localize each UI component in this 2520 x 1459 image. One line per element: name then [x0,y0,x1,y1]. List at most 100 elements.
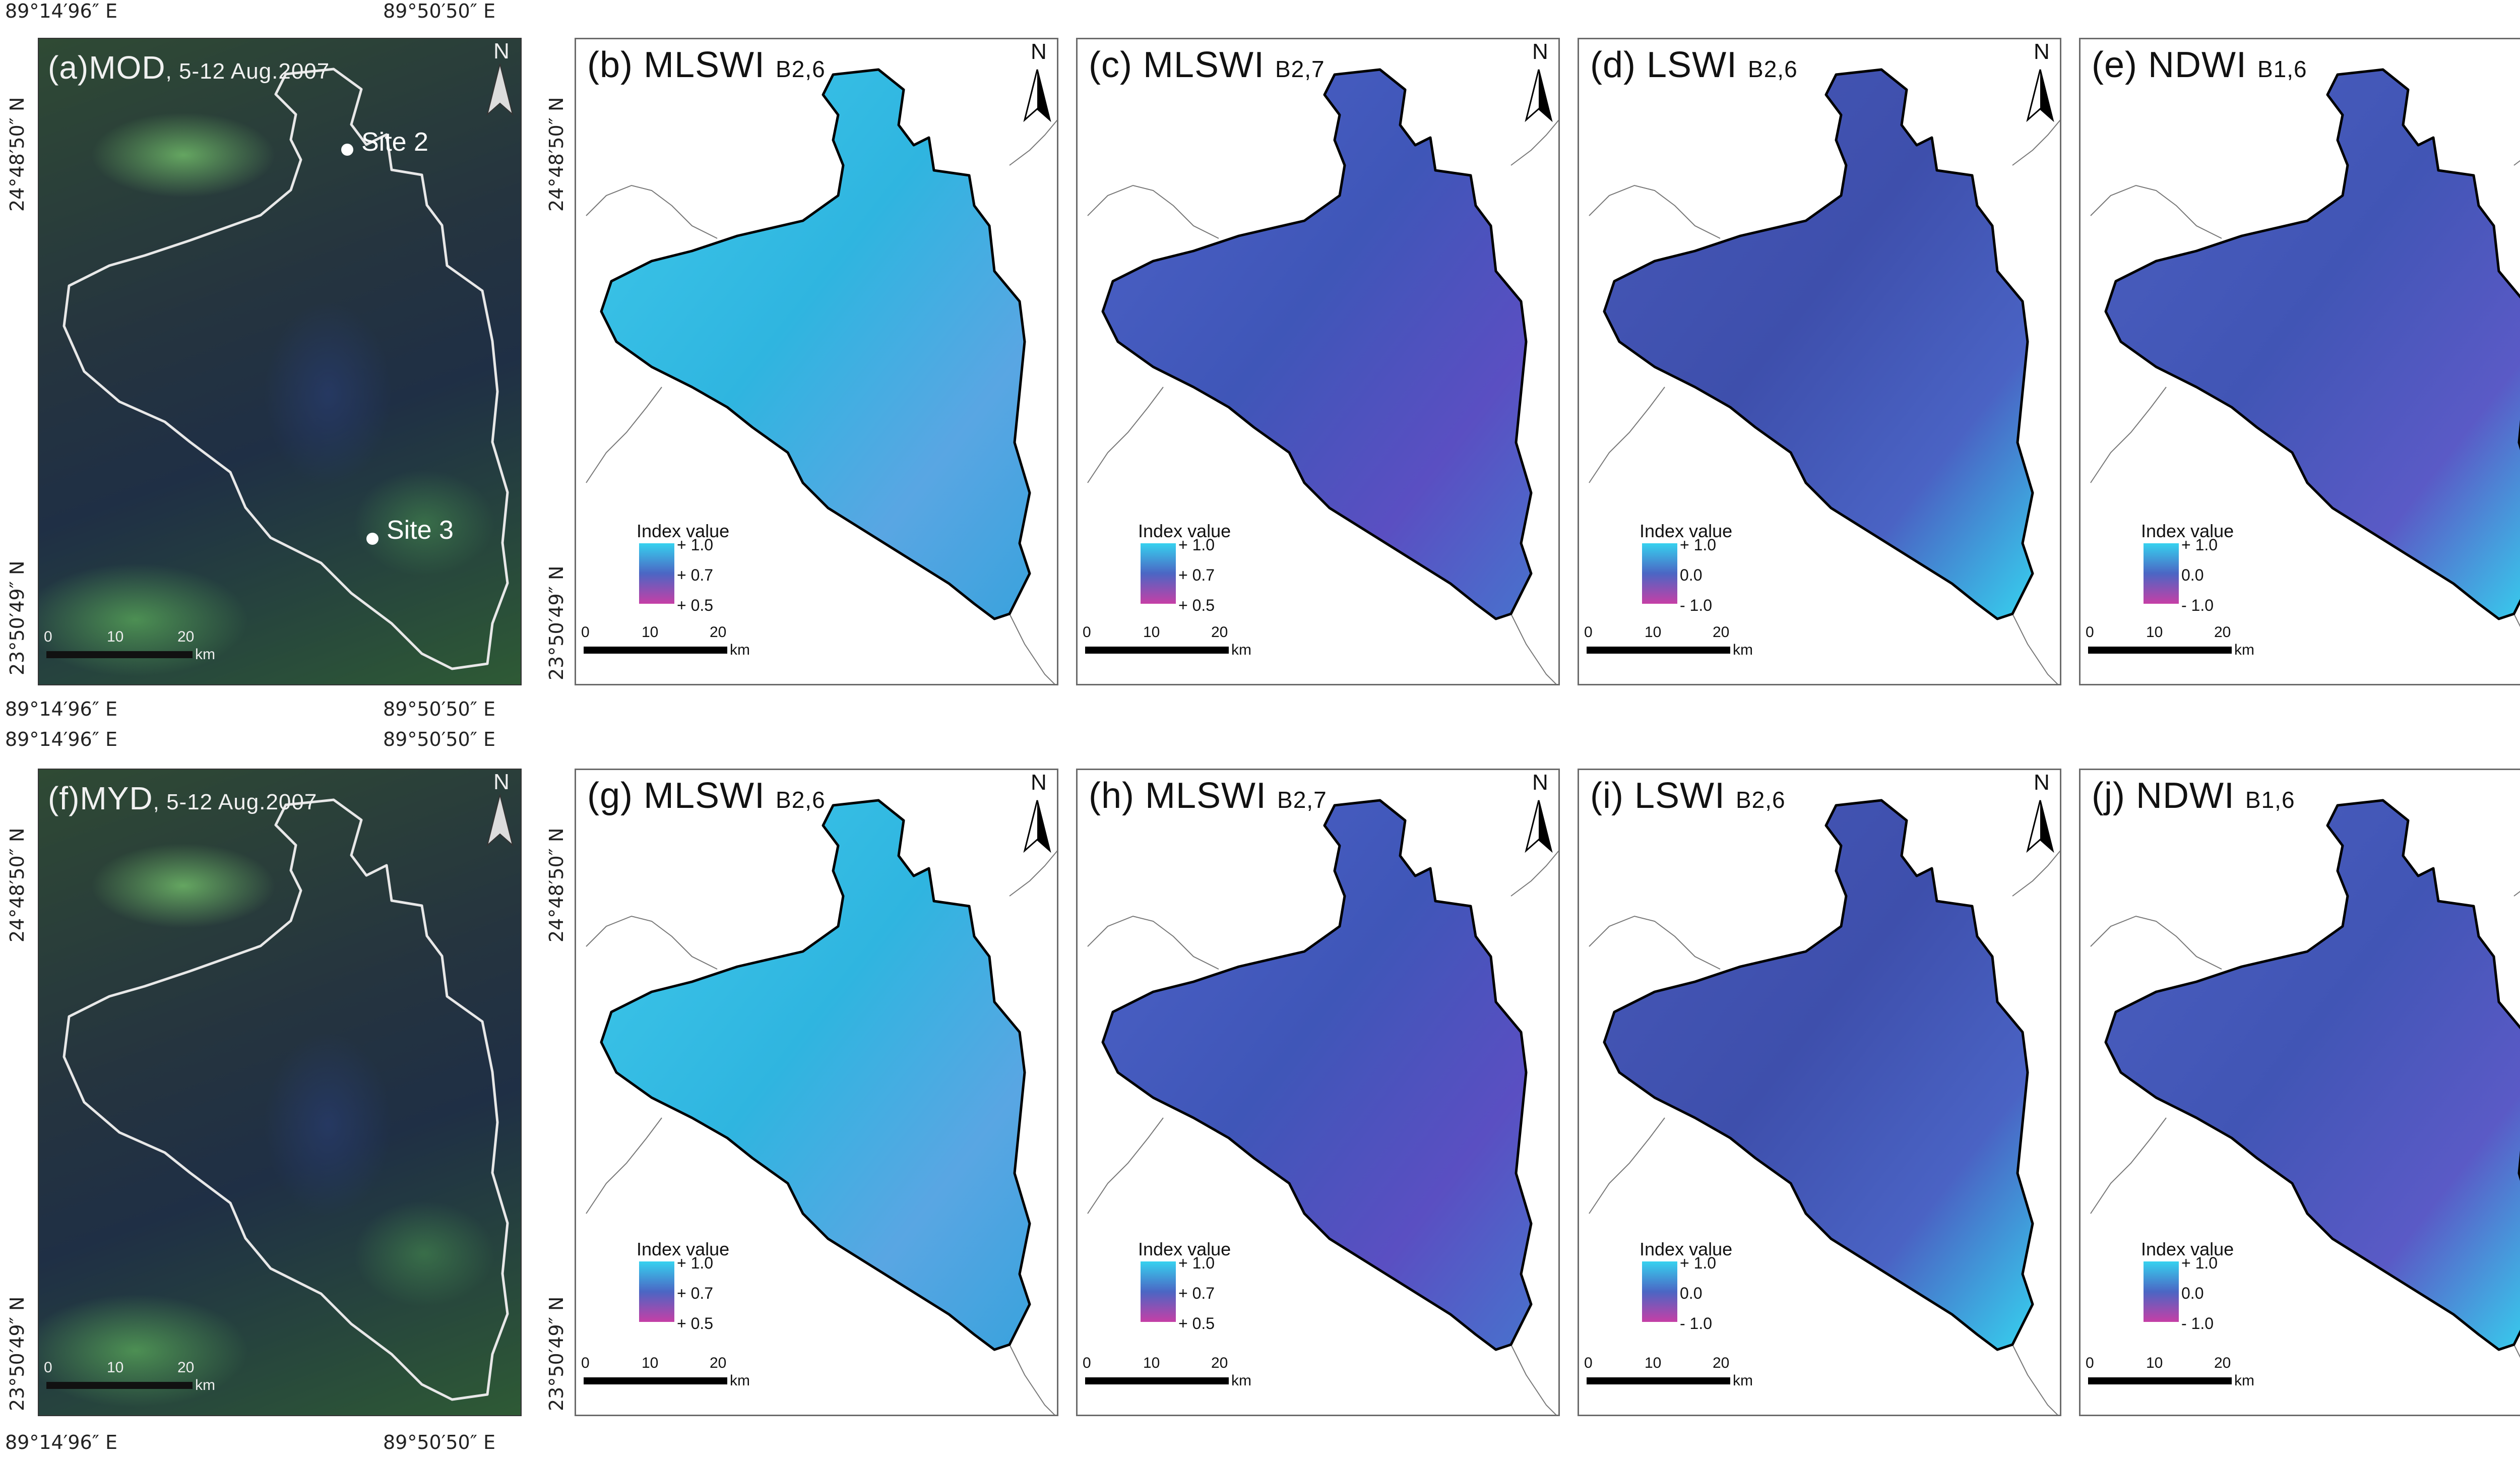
legend-tick-low: + 0.5 [677,1314,714,1333]
scale-label-0: 0 [1083,624,1091,641]
basin-outline-a [62,68,509,670]
boundary-line [1510,613,1557,684]
legend-colorbar [2144,543,2179,604]
boundary-line [2513,613,2520,627]
scale-label-10-a: 10 [107,628,124,645]
scale-unit-f: km [195,1377,215,1393]
scale-bar [584,1377,727,1384]
boundary-line [2090,915,2222,970]
index-map-svg [586,799,1057,1415]
scale-bar [2088,647,2232,654]
index-panel-title: (b) MLSWI B2,6 [587,44,826,86]
boundary-line [2513,160,2520,166]
index-map-panel: (g) MLSWI B2,6 N Index value + 1.0 + 0.7… [575,769,1058,1416]
legend-tick-low: + 0.5 [1178,1314,1215,1333]
scale-label-20: 20 [710,1355,727,1371]
index-panel-label: (j) NDWI [2092,776,2235,816]
panel-a-period: , 5-12 Aug.2007 [165,59,330,84]
lon-left-label-bottom: 89°14′96″ E [5,1431,117,1453]
scale-label-20: 20 [1211,1355,1228,1371]
boundary-line [1009,119,1057,166]
north-arrow-half-icon [1037,70,1050,120]
north-label: N [1031,39,1047,64]
scale-unit: km [1231,1372,1251,1389]
north-label-f: N [493,770,510,794]
legend-colorbar [1642,543,1677,604]
boundary-line [1009,613,1055,684]
index-panel-label: (d) LSWI [1590,45,1738,85]
index-panel-title: (i) LSWI B2,6 [1590,775,1786,816]
satellite-panel-f: (f)MYD, 5-12 Aug.2007 N 0 10 20 km [38,769,522,1416]
lat-bottom-label-a: 23°50′49″ N [6,560,28,675]
legend-colorbar [1141,543,1176,604]
panel-a-label: (a) [48,49,89,86]
index-map-svg [1087,68,1558,684]
legend-tick-high: + 1.0 [677,1254,714,1272]
boundary-line [586,1117,662,1214]
index-panel-bands: B1,6 [2257,56,2307,82]
scale-label-0: 0 [581,624,590,641]
scale-label-0: 0 [2086,1355,2094,1371]
legend-colorbar [2144,1261,2179,1322]
scale-label-0: 0 [581,1355,590,1371]
site-3-label: Site 3 [387,516,454,545]
north-arrow-half-icon [1037,800,1050,851]
site-2-marker [341,144,353,156]
index-panel-label: (i) LSWI [1590,776,1725,816]
north-label-a: N [493,39,510,64]
index-map-svg [1589,799,2060,1415]
index-panel-bands: B2,7 [1277,787,1327,813]
scale-unit: km [730,642,750,658]
scale-label-10: 10 [642,1355,659,1371]
lat-top-label-g: 24°48′50″ N [545,828,568,942]
scale-label-20-f: 20 [177,1359,195,1376]
legend-title: Index value [1138,521,1231,541]
index-panel-label: (c) MLSWI [1089,45,1265,85]
basin-index-surface [1603,68,2034,620]
legend-tick-mid: + 0.7 [677,566,714,584]
legend-tick-mid: 0.0 [1680,1284,1703,1302]
boundary-line [586,915,718,970]
panel-f-label: (f) [48,780,80,816]
north-label: N [2034,39,2050,64]
boundary-line [2012,613,2058,684]
boundary-line [1589,1117,1665,1214]
basin-index-surface [1101,799,1533,1351]
index-panel-title: (d) LSWI B2,6 [1590,44,1798,86]
index-map-svg [2090,799,2520,1358]
boundary-line [1589,387,1665,483]
index-panel-bands: B2,6 [776,787,826,813]
legend-colorbar [639,1261,674,1322]
lat-bottom-label-f: 23°50′49″ N [6,1296,28,1411]
basin-index-surface [1603,799,2034,1351]
scale-label-0-f: 0 [44,1359,52,1376]
index-map-svg [1087,799,1558,1415]
boundary-line [2090,184,2222,239]
legend-tick-high: + 1.0 [1680,1254,1717,1272]
legend-tick-low: - 1.0 [2181,1314,2214,1333]
index-panel-label: (e) NDWI [2092,45,2247,85]
scale-label-10: 10 [1143,1355,1160,1371]
lon-left-label-top: 89°14′96″ E [5,0,117,22]
legend-title: Index value [2141,1239,2234,1259]
site-3-marker [366,533,379,545]
boundary-line [1087,915,1219,970]
boundary-line [1589,915,1721,970]
boundary-line [2090,387,2167,483]
satellite-panel-a: (a)MOD, 5-12 Aug.2007 Site 2 Site 3 N 0 … [38,38,522,685]
panel-f-sensor: MYD [80,780,153,816]
scale-unit: km [1733,1372,1753,1389]
lat-bottom-label-b: 23°50′49″ N [545,565,568,680]
lat-top-label-f: 24°48′50″ N [6,828,28,942]
legend-colorbar [1642,1261,1677,1322]
index-panel-label: (b) MLSWI [587,45,766,85]
index-map-svg [1589,68,2060,684]
boundary-line [1510,850,1558,897]
legend-title: Index value [637,521,730,541]
legend-tick-mid: 0.0 [2181,566,2204,584]
boundary-line [2012,850,2060,897]
panel-a-sensor: MOD [89,49,166,86]
lat-top-label-b: 24°48′50″ N [545,97,568,212]
site-2-label: Site 2 [361,128,428,157]
legend-tick-mid: 0.0 [1680,566,1703,584]
